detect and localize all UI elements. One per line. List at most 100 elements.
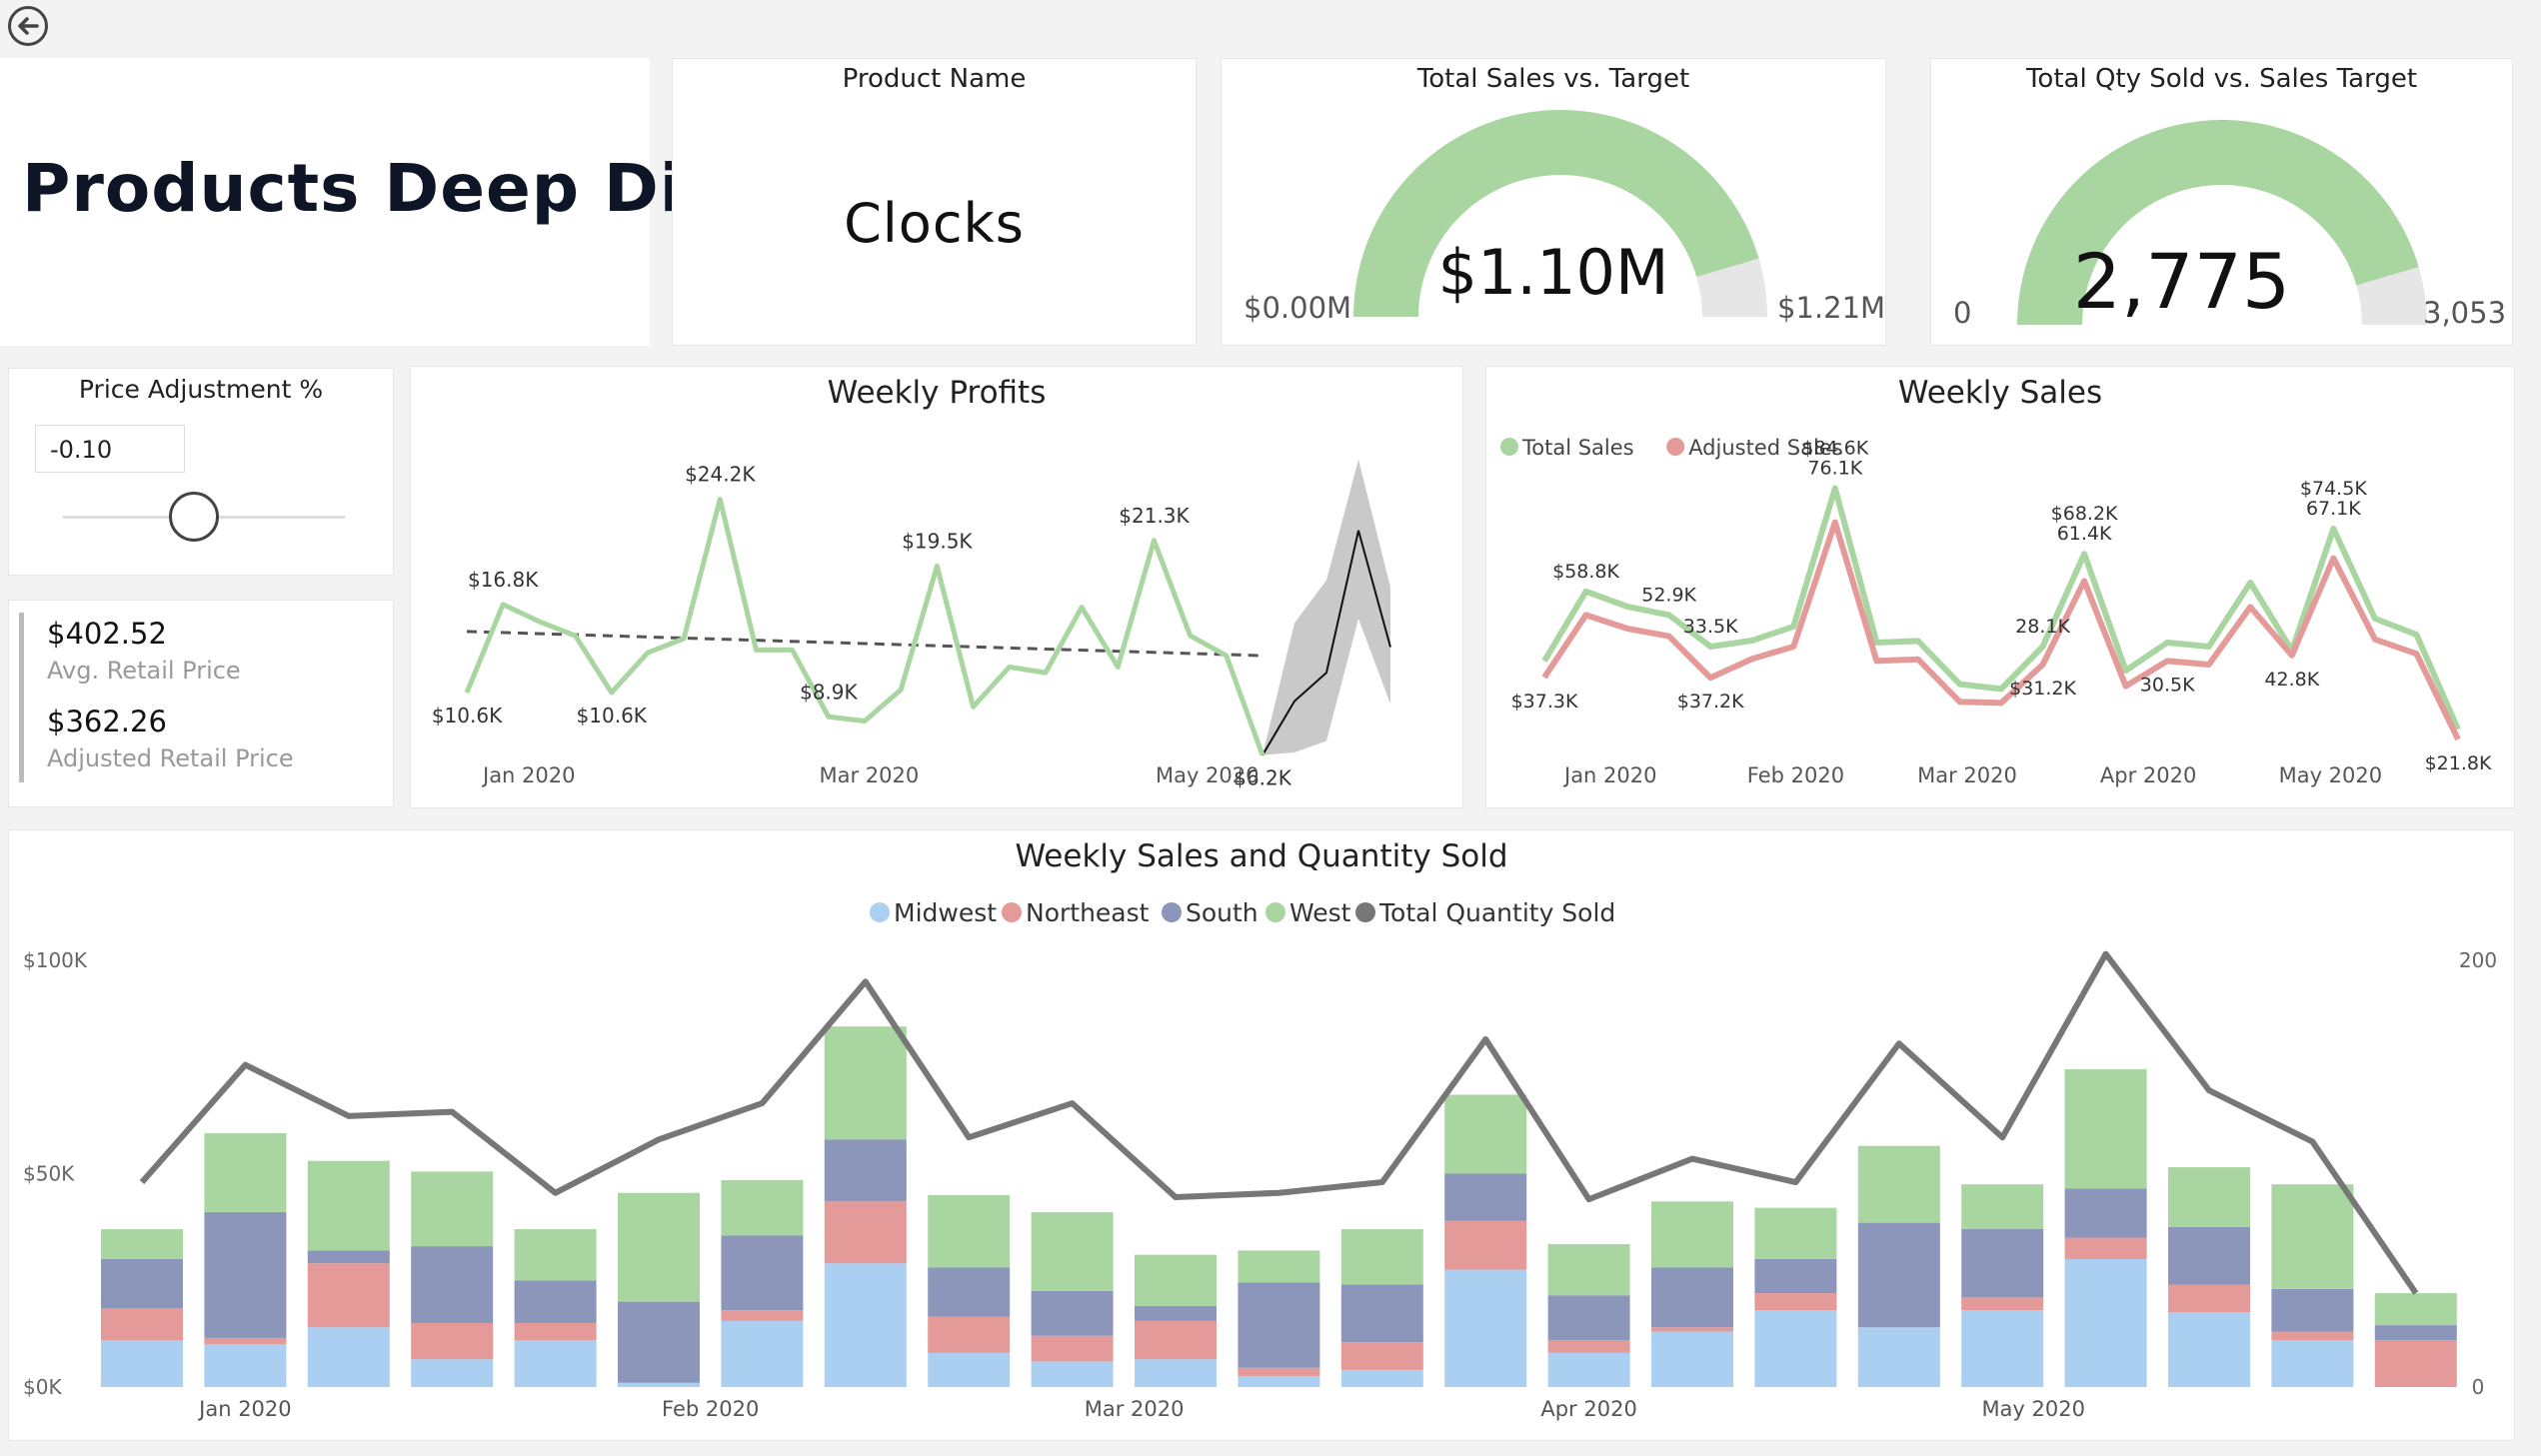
product-name-title: Product Name bbox=[842, 64, 1027, 94]
combo-x-tick: Apr 2020 bbox=[1540, 1397, 1636, 1421]
adjusted-retail-price-label: Adjusted Retail Price bbox=[47, 744, 294, 772]
sales-gauge-filled-arc bbox=[1353, 109, 1759, 318]
weekly-profits-chart: $10.6K $16.8K $10.6K $24.2K $8.9K $19.5K $21.3… bbox=[432, 459, 1391, 790]
weekly-profits-title: Weekly Profits bbox=[827, 375, 1047, 411]
bar-west bbox=[1444, 1094, 1527, 1174]
bar-midwest bbox=[824, 1263, 907, 1387]
sales-gauge bbox=[1353, 109, 1767, 318]
bar-midwest bbox=[1238, 1376, 1320, 1387]
combo-legend-marker bbox=[870, 902, 890, 922]
bar-northeast bbox=[1961, 1297, 2044, 1311]
sales-data-label: $68.2K bbox=[2051, 503, 2118, 525]
sales-data-label: 42.8K bbox=[2264, 669, 2319, 691]
prices-card: $402.52 Avg. Retail Price $362.26 Adjust… bbox=[8, 600, 394, 807]
bar-midwest bbox=[204, 1344, 287, 1387]
bar-midwest bbox=[1031, 1361, 1114, 1387]
bar-midwest bbox=[721, 1320, 804, 1387]
sales-x-tick: May 2020 bbox=[2279, 763, 2383, 787]
bar-south bbox=[204, 1211, 287, 1338]
bar-midwest bbox=[1754, 1310, 1837, 1387]
bar-midwest bbox=[1444, 1269, 1527, 1387]
sales-data-label: $37.3K bbox=[1511, 691, 1578, 713]
combo-legend-marker bbox=[1266, 902, 1285, 922]
sales-legend-marker bbox=[1666, 438, 1685, 456]
bar-south bbox=[721, 1235, 804, 1311]
bar-south bbox=[1238, 1282, 1320, 1368]
bar-west bbox=[1031, 1211, 1114, 1291]
product-name-card[interactable]: Product Name Clocks bbox=[672, 58, 1197, 346]
qty-gauge-card: Total Qty Sold vs. Sales Target 2,775 0 … bbox=[1930, 58, 2513, 346]
profit-x-tick: Mar 2020 bbox=[819, 763, 919, 787]
bar-northeast bbox=[2271, 1331, 2354, 1341]
prices-accent-bar bbox=[19, 613, 24, 782]
sales-gauge-min: $0.00M bbox=[1244, 291, 1352, 325]
combo-y-right-tick: 200 bbox=[2459, 948, 2497, 972]
profit-line bbox=[464, 497, 1266, 756]
sales-data-label: 76.1K bbox=[1807, 458, 1862, 480]
bar-west bbox=[721, 1179, 804, 1236]
bar-northeast bbox=[1135, 1320, 1217, 1360]
bar-northeast bbox=[101, 1308, 183, 1341]
combo-legend-label: Midwest bbox=[894, 898, 997, 927]
combo-legend-label: Total Quantity Sold bbox=[1378, 898, 1615, 927]
combo-legend-marker bbox=[1162, 902, 1182, 922]
sales-x-tick: Mar 2020 bbox=[1917, 763, 2017, 787]
profit-data-label: $24.2K bbox=[685, 463, 756, 487]
bar-south bbox=[928, 1267, 1011, 1317]
bar-south bbox=[1340, 1284, 1423, 1343]
profit-data-label: $8.9K bbox=[800, 680, 859, 704]
bar-west bbox=[1651, 1201, 1733, 1268]
bar-south bbox=[824, 1139, 907, 1202]
bar-south bbox=[1444, 1173, 1527, 1221]
combo-legend-label: South bbox=[1186, 898, 1259, 927]
back-button[interactable] bbox=[8, 6, 48, 46]
bar-west bbox=[2271, 1184, 2354, 1289]
bar-south bbox=[411, 1246, 494, 1323]
qty-gauge-title: Total Qty Sold vs. Sales Target bbox=[2025, 64, 2418, 94]
sales-gauge-card: Total Sales vs. Target $1.10M $0.00M $1.… bbox=[1221, 58, 1886, 346]
sales-data-label: $37.2K bbox=[1677, 691, 1744, 713]
profit-data-label: $21.3K bbox=[1119, 504, 1190, 528]
bar-midwest bbox=[2064, 1258, 2147, 1387]
bar-northeast bbox=[1340, 1342, 1423, 1370]
price-adjustment-thumb[interactable] bbox=[169, 492, 219, 542]
sales-data-label: 33.5K bbox=[1683, 616, 1738, 638]
profit-data-label: $10.6K bbox=[432, 704, 503, 728]
total-sales-line bbox=[1541, 485, 2461, 731]
bar-south bbox=[1031, 1290, 1114, 1336]
combo-y-right-tick: 0 bbox=[2472, 1375, 2485, 1399]
bar-south bbox=[101, 1258, 183, 1309]
qty-gauge-max: 3,053 bbox=[2423, 296, 2507, 330]
price-adjustment-card: Price Adjustment % -0.10 bbox=[8, 368, 394, 576]
sales-x-tick: Apr 2020 bbox=[2100, 763, 2196, 787]
bar-south bbox=[1547, 1295, 1630, 1341]
back-arrow-icon bbox=[18, 17, 39, 35]
profit-x-tick: May 2020 bbox=[1156, 763, 1260, 787]
bar-northeast bbox=[2168, 1284, 2250, 1313]
title-card: Products Deep Dive bbox=[0, 58, 772, 346]
bar-midwest bbox=[411, 1359, 494, 1387]
sales-x-tick: Jan 2020 bbox=[1562, 763, 1657, 787]
bar-midwest bbox=[1961, 1310, 2044, 1387]
bar-midwest bbox=[2271, 1340, 2354, 1387]
bar-west bbox=[2168, 1167, 2250, 1227]
sales-gauge-value: $1.10M bbox=[1437, 236, 1669, 309]
combo-legend-label: Northeast bbox=[1026, 898, 1150, 927]
sales-legend-label: Adjusted Sales bbox=[1688, 436, 1842, 460]
forecast-line bbox=[1262, 530, 1391, 756]
qty-gauge bbox=[2017, 119, 2427, 325]
qty-gauge-value: 2,775 bbox=[2072, 237, 2291, 326]
weekly-sales-chart: Total Sales Adjusted Sales $37.3K $58.8K 52.… bbox=[1500, 436, 2492, 787]
bar-midwest bbox=[1651, 1331, 1733, 1387]
sales-legend-marker bbox=[1500, 438, 1518, 456]
bar-northeast bbox=[1547, 1340, 1630, 1353]
bar-west bbox=[514, 1229, 597, 1281]
combo-x-tick: Feb 2020 bbox=[662, 1397, 759, 1421]
bar-south bbox=[618, 1301, 700, 1383]
total-quantity-line bbox=[139, 950, 2419, 1295]
weekly-combo-card: Weekly Sales and Quantity Sold Midwest No… bbox=[8, 829, 2515, 1441]
bar-northeast bbox=[2374, 1340, 2457, 1387]
bar-west bbox=[1857, 1145, 1940, 1223]
adjusted-retail-price-value: $362.26 bbox=[47, 705, 167, 738]
price-adjustment-input[interactable]: -0.10 bbox=[35, 425, 185, 473]
